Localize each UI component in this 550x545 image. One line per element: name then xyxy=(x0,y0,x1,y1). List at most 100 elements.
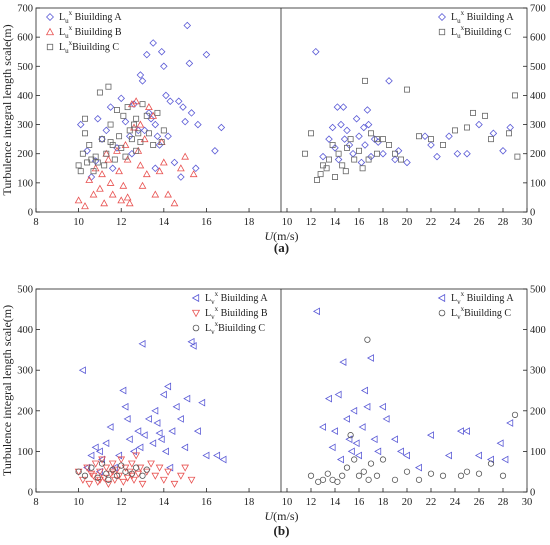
data-point xyxy=(370,435,378,444)
data-point xyxy=(340,135,349,143)
data-point xyxy=(374,447,382,456)
data-point xyxy=(354,451,362,460)
data-point xyxy=(140,126,149,135)
data-point xyxy=(113,107,120,113)
data-point xyxy=(91,443,99,452)
data-point xyxy=(343,464,351,471)
data-point xyxy=(511,411,519,418)
data-point xyxy=(113,472,121,479)
data-point xyxy=(317,171,324,178)
data-point xyxy=(489,129,498,138)
data-point xyxy=(452,127,458,134)
x-tick-label: 14 xyxy=(159,217,170,228)
data-point xyxy=(189,341,197,350)
data-point xyxy=(158,139,165,146)
data-point xyxy=(334,390,342,399)
data-point xyxy=(127,460,136,468)
y-tick-label-left: 300 xyxy=(17,120,33,131)
data-point xyxy=(134,427,142,435)
data-point xyxy=(390,435,398,444)
x-tick-label: 28 xyxy=(498,497,509,508)
data-point xyxy=(144,415,152,423)
data-point xyxy=(117,456,126,464)
data-point xyxy=(187,337,195,346)
y-tick-label-right: 200 xyxy=(530,149,546,160)
data-point xyxy=(151,406,159,415)
legend-entry: Lux Biuilding A xyxy=(59,9,122,25)
data-point xyxy=(87,451,95,460)
data-point xyxy=(121,464,130,472)
data-point xyxy=(439,472,447,479)
data-point xyxy=(118,144,125,151)
data-point xyxy=(334,155,343,164)
y-tick-label-right: 300 xyxy=(530,120,546,131)
data-point xyxy=(382,415,390,423)
data-point xyxy=(94,114,102,123)
data-point xyxy=(170,158,179,167)
legend-marker xyxy=(46,43,54,51)
data-point xyxy=(350,406,358,415)
data-point xyxy=(370,135,379,143)
data-point xyxy=(107,121,114,128)
data-point xyxy=(103,470,110,477)
data-point xyxy=(135,130,142,137)
data-point xyxy=(339,472,346,479)
data-point xyxy=(123,193,132,201)
data-point xyxy=(357,158,366,167)
data-point xyxy=(189,170,198,178)
data-point xyxy=(125,132,134,140)
data-point xyxy=(76,120,85,129)
data-point xyxy=(378,402,386,411)
data-point xyxy=(99,136,106,143)
data-point xyxy=(363,106,372,114)
data-point xyxy=(75,468,82,475)
data-point xyxy=(361,141,369,149)
data-point xyxy=(331,144,339,152)
data-point xyxy=(88,464,95,471)
data-point xyxy=(166,97,174,106)
data-point xyxy=(339,103,348,111)
data-point xyxy=(398,156,404,163)
data-point xyxy=(440,142,446,148)
data-point xyxy=(194,120,202,129)
data-point xyxy=(83,147,91,155)
data-point xyxy=(105,83,112,90)
data-point xyxy=(176,415,184,423)
legend-entry: Lvx Biuilding A xyxy=(205,290,268,306)
data-point xyxy=(108,460,117,468)
data-point xyxy=(82,115,88,122)
data-point xyxy=(89,190,98,198)
data-point xyxy=(96,468,104,476)
data-point xyxy=(121,117,130,126)
data-point xyxy=(499,472,507,479)
data-point xyxy=(444,451,452,460)
data-point xyxy=(133,464,140,471)
y-tick-label-right: 100 xyxy=(530,447,546,458)
data-point xyxy=(160,127,167,134)
data-point xyxy=(415,476,423,483)
data-point xyxy=(155,167,164,175)
data-point xyxy=(164,468,172,476)
y-tick-label-right: 0 xyxy=(530,208,535,219)
data-point xyxy=(106,103,115,111)
data-point xyxy=(318,423,326,431)
y-tick-label-left: 400 xyxy=(17,91,33,102)
data-point xyxy=(307,472,315,479)
data-point xyxy=(474,451,482,460)
data-point xyxy=(117,196,126,204)
legend-entry: LuxBiuilding C xyxy=(59,39,119,55)
data-point xyxy=(81,472,89,479)
data-point xyxy=(119,478,128,486)
data-point xyxy=(326,156,332,163)
x-tick-label: 10 xyxy=(73,217,84,228)
data-point xyxy=(113,144,121,152)
data-point xyxy=(166,463,174,472)
data-point xyxy=(347,136,354,143)
data-point xyxy=(193,427,201,435)
data-point xyxy=(380,136,386,143)
data-point xyxy=(149,39,157,47)
x-tick-label: 30 xyxy=(522,497,533,508)
data-point xyxy=(183,21,192,30)
data-point xyxy=(421,132,429,140)
